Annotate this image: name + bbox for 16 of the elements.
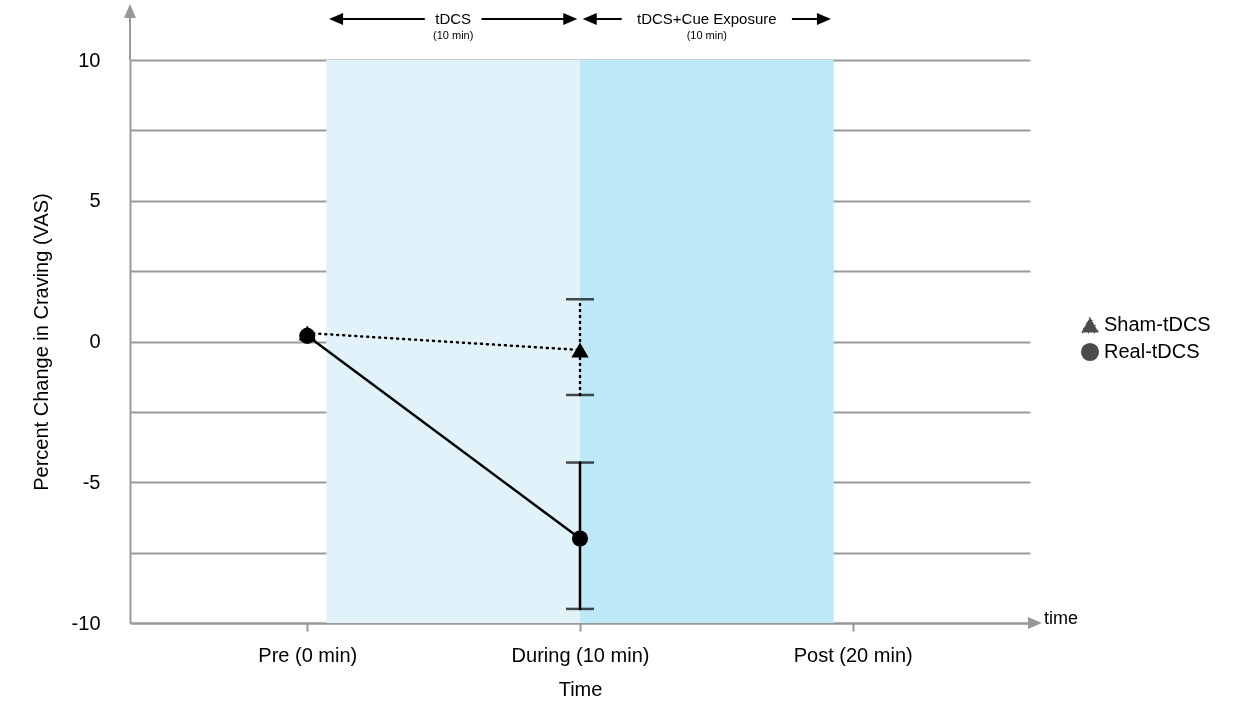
y-tick-label: -10 bbox=[71, 611, 101, 634]
legend-label: Real-tDCS bbox=[1104, 340, 1200, 362]
text: time bbox=[1044, 608, 1079, 628]
y-tick-label: 10 bbox=[78, 48, 101, 71]
legend-label: Sham-tDCS bbox=[1104, 313, 1211, 335]
y-tick-label: 0 bbox=[89, 330, 101, 352]
point bbox=[571, 530, 589, 547]
y-tick-label: -5 bbox=[82, 470, 101, 493]
y-tick-label: 5 bbox=[89, 189, 101, 212]
x-axis-title: Time bbox=[558, 677, 603, 700]
y-axis-title: Percent Change in Craving (VAS) bbox=[29, 193, 52, 491]
text: tDCS (10 min) bbox=[433, 10, 474, 41]
text: tDCS+Cue Exposure (10 min) bbox=[636, 10, 777, 41]
x-tick-label: Post (20 min) bbox=[793, 643, 913, 666]
x-tick-label: During (10 min) bbox=[511, 643, 650, 666]
x-tick-label: Pre (0 min) bbox=[258, 643, 358, 666]
